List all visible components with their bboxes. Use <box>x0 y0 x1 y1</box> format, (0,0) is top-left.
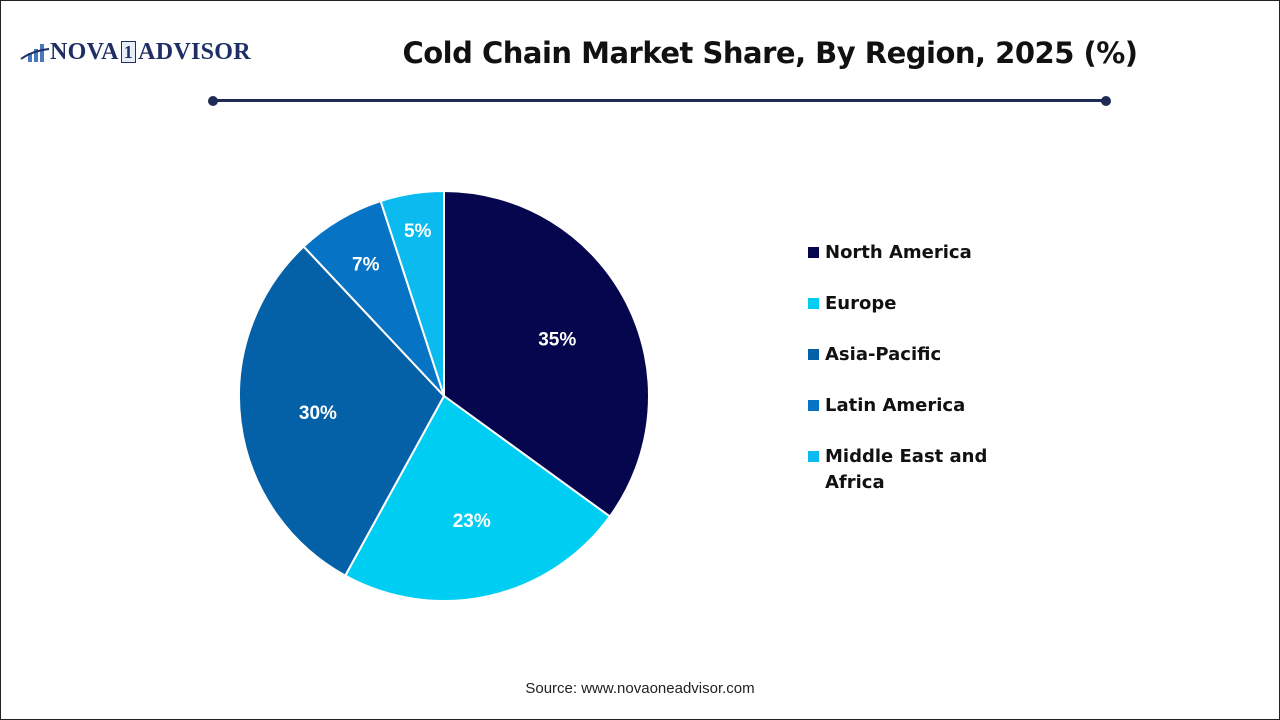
logo: NOVA 1 ADVISOR <box>20 37 251 67</box>
legend-item-europe: Europe <box>808 293 995 344</box>
legend-label: Middle East and Africa <box>825 446 988 493</box>
legend-label: Europe <box>825 293 897 314</box>
pie-slice-middle-east-and-africa <box>379 189 445 397</box>
logo-text-advisor: ADVISOR <box>138 38 251 65</box>
chart-title: Cold Chain Market Share, By Region, 2025… <box>402 36 1138 70</box>
pie-slice-label: 23% <box>453 511 491 532</box>
legend-label: Latin America <box>825 395 966 416</box>
title-divider <box>212 99 1107 102</box>
legend-item-asia-pacific: Asia-Pacific <box>808 344 995 395</box>
legend: North America Europe Asia-Pacific Latin … <box>808 242 995 497</box>
pie-slice-label: 30% <box>299 403 337 424</box>
pie-slice-north-america <box>443 189 650 518</box>
legend-swatch <box>808 298 819 309</box>
bar-chart-logo-icon <box>20 44 50 62</box>
pie-slice-label: 7% <box>352 255 380 276</box>
divider-dot-left <box>208 96 218 106</box>
legend-swatch <box>808 400 819 411</box>
legend-swatch <box>808 349 819 360</box>
legend-label: Asia-Pacific <box>825 344 942 365</box>
legend-label: North America <box>825 242 972 263</box>
logo-text-one: 1 <box>120 41 137 63</box>
legend-item-latin-america: Latin America <box>808 395 995 446</box>
pie-slice-label: 5% <box>404 221 432 242</box>
legend-swatch <box>808 451 819 462</box>
pie-slice-label: 35% <box>538 329 576 350</box>
divider-dot-right <box>1101 96 1111 106</box>
logo-text-nova: NOVA <box>50 38 119 65</box>
legend-swatch <box>808 247 819 258</box>
source-note: Source: www.novaoneadvisor.com <box>525 680 755 697</box>
pie-slice-asia-pacific <box>238 245 446 578</box>
legend-item-north-america: North America <box>808 242 995 293</box>
pie-slices <box>238 189 650 602</box>
pie-slice-europe <box>343 394 612 602</box>
pie-slice-labels: 35% 23% 30% 7% 5% <box>299 221 576 532</box>
legend-item-middle-east-africa: Middle East and Africa <box>808 446 995 497</box>
